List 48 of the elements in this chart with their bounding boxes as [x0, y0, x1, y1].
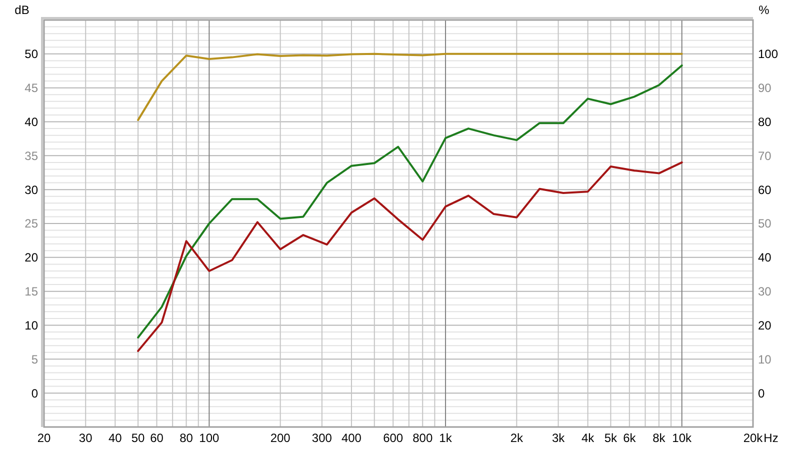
y2-tick-label: 80	[758, 114, 772, 129]
y2-tick-label: 50	[758, 216, 772, 231]
x-tick-label: 60	[150, 431, 164, 445]
x-tick-label: 6k	[623, 431, 637, 445]
y-axis-title: dB	[14, 3, 30, 17]
y-tick-label: 45	[24, 81, 38, 96]
x-tick-label: 600	[383, 431, 404, 445]
line-series	[137, 52, 683, 122]
y-tick-label: 50	[24, 47, 38, 62]
x-tick-label: 2k	[510, 431, 524, 445]
y2-tick-label: 60	[758, 182, 772, 197]
y2-tick-label: 40	[758, 250, 772, 265]
y-tick-label: 5	[31, 352, 38, 366]
y-tick-label: 20	[24, 250, 38, 265]
x-axis-title: Hz	[764, 431, 778, 445]
x-tick-label: 400	[341, 431, 362, 445]
x-tick-label: 40	[108, 431, 122, 445]
y-tick-label: 25	[24, 216, 38, 231]
y-tick-label: 15	[24, 284, 38, 299]
y-tick-label: 30	[24, 182, 38, 197]
y2-tick-label: 0	[758, 386, 765, 400]
y2-tick-label: 90	[758, 81, 772, 96]
y-tick-label: 10	[24, 318, 38, 332]
y-tick-label: 40	[24, 114, 38, 129]
x-tick-label: 100	[199, 431, 220, 445]
y2-tick-label: 70	[758, 148, 772, 163]
x-tick-label: 20k	[743, 431, 764, 445]
x-tick-label: 80	[180, 431, 194, 445]
line-series	[137, 161, 683, 352]
x-tick-label: 8k	[652, 431, 666, 445]
x-tick-label: 10k	[672, 431, 693, 445]
line-series	[137, 64, 683, 338]
x-tick-label: 3k	[552, 431, 566, 445]
y2-tick-label: 10	[758, 352, 772, 366]
x-tick-label: 300	[312, 431, 332, 445]
x-tick-label: 200	[270, 431, 291, 445]
y2-tick-label: 20	[758, 318, 772, 332]
y2-axis-title: %	[758, 3, 770, 17]
y-tick-label: 35	[24, 148, 38, 163]
x-tick-label: 50	[131, 431, 146, 445]
y2-tick-label: 100	[758, 47, 778, 62]
y-tick-label: 0	[31, 386, 38, 400]
x-tick-label: 5k	[604, 431, 618, 445]
y2-tick-label: 30	[758, 284, 772, 299]
x-tick-label: 1k	[439, 431, 453, 445]
x-tick-label: 800	[412, 431, 433, 445]
x-tick-label: 30	[78, 431, 93, 445]
x-tick-label: 4k	[581, 431, 596, 445]
